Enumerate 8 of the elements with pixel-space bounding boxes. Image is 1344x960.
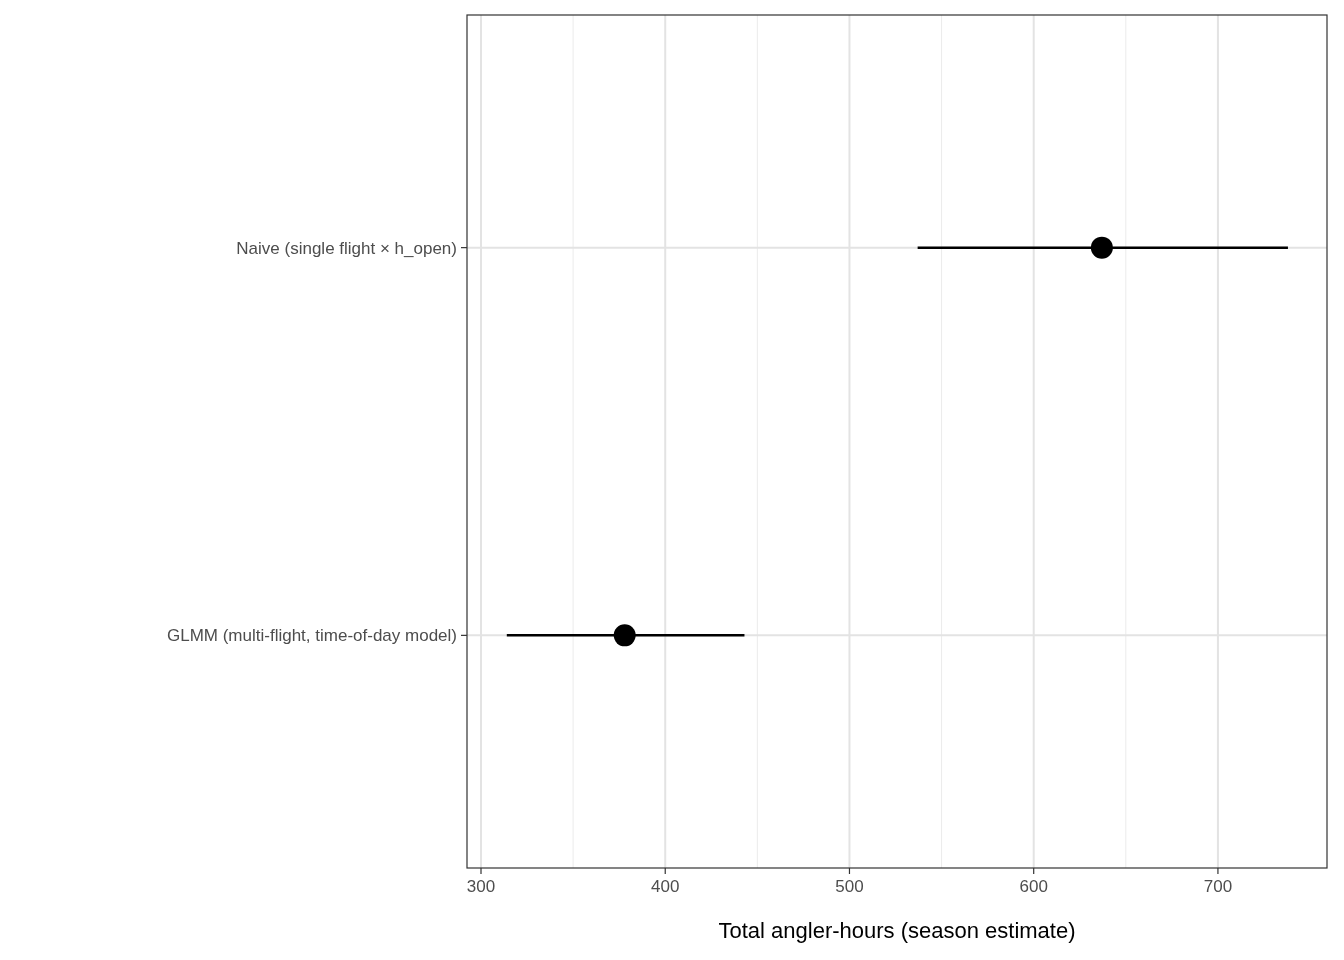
y-tick-label: Naive (single flight × h_open) bbox=[236, 238, 457, 258]
x-tick-label: 400 bbox=[651, 877, 680, 896]
x-tick-label: 300 bbox=[466, 877, 496, 896]
x-axis-title: Total angler-hours (season estimate) bbox=[718, 918, 1076, 943]
x-tick-label: 600 bbox=[1019, 877, 1048, 896]
x-tick-label: 500 bbox=[835, 877, 864, 896]
x-tick-label: 700 bbox=[1203, 877, 1233, 896]
y-tick-label: GLMM (multi-flight, time-of-day model) bbox=[166, 626, 457, 646]
